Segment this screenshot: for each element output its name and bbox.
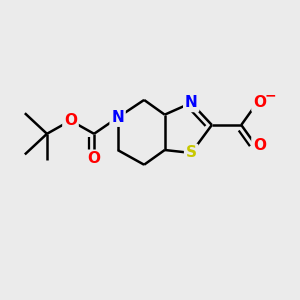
Text: O: O	[253, 138, 266, 153]
Text: O: O	[88, 151, 100, 166]
Text: N: N	[185, 95, 198, 110]
Text: O: O	[253, 95, 266, 110]
Text: S: S	[186, 146, 197, 160]
Text: O: O	[64, 113, 77, 128]
Text: N: N	[111, 110, 124, 125]
Text: −: −	[264, 88, 276, 103]
